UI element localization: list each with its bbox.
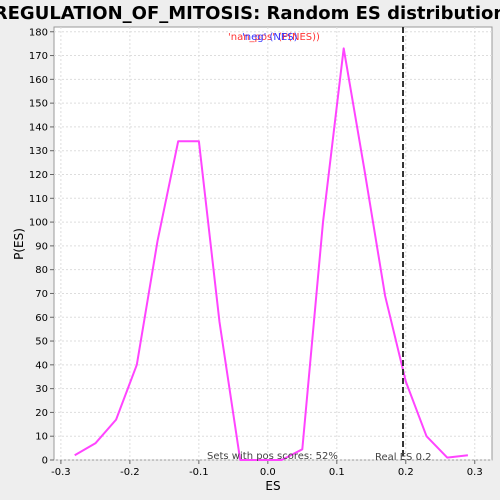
real-es-label: Real ES 0.2 [375,452,431,463]
x-tick-label: -0.1 [189,467,209,478]
y-tick-label: 60 [35,313,48,324]
y-tick-label: 80 [35,265,48,276]
x-tick-label: 0.0 [260,467,276,478]
x-tick-label: 0.3 [467,467,483,478]
y-axis-ticks: 0 10 20 30 40 50 60 70 80 90 100 110 120 130 140 150 160… [29,27,54,467]
grid-lines [54,27,492,461]
x-tick-label: 0.2 [398,467,414,478]
y-axis-label: P(ES) [12,228,26,260]
y-tick-label: 70 [35,289,48,300]
pos-scores-annotation: Sets with pos scores: 52% [207,451,338,462]
y-tick-label: 170 [29,51,48,62]
y-tick-label: 150 [29,99,48,110]
legend-entry-nan-pos: 'nan_pos' (P(NES)) [228,32,320,43]
series-group [74,47,469,461]
y-tick-label: 30 [35,384,48,395]
y-tick-label: 160 [29,75,48,86]
y-tick-label: 110 [29,194,48,205]
chart-title: REGULATION_OF_MITOSIS: Random ES distrib… [0,3,500,24]
x-axis-label: ES [265,479,280,493]
y-tick-label: 180 [29,27,48,38]
y-tick-label: 140 [29,122,48,133]
y-tick-label: 120 [29,170,48,181]
y-tick-label: 50 [35,337,48,348]
y-tick-label: 40 [35,360,48,371]
x-tick-label: -0.2 [120,467,140,478]
x-tick-label: -0.3 [51,467,71,478]
legend-entry-neg: 'neg' (NES) [242,32,298,43]
y-tick-label: 100 [29,218,48,229]
plot-background [53,26,493,461]
y-tick-label: 130 [29,146,48,157]
y-tick-label: 10 [35,432,48,443]
y-tick-label: 20 [35,408,48,419]
y-tick-label: 0 [42,456,48,467]
es-distribution-line [74,47,469,461]
x-axis-ticks: -0.3 -0.2 -0.1 0.0 0.1 0.2 0.3 [51,460,483,478]
x-tick-label: 0.1 [329,467,345,478]
y-tick-label: 90 [35,241,48,252]
